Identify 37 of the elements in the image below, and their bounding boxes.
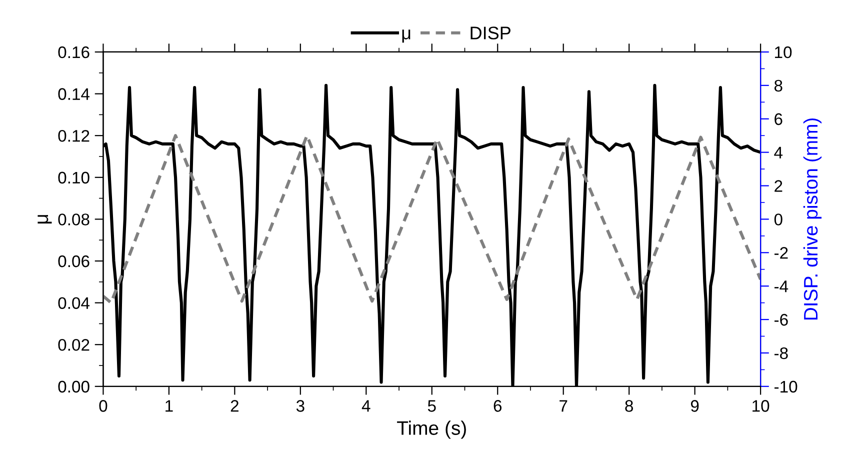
x-tick-label: 3 bbox=[296, 400, 304, 412]
line-series bbox=[103, 134, 761, 304]
x-tick-label: 0 bbox=[99, 400, 108, 412]
x-tick-label: 4 bbox=[362, 400, 370, 412]
y-tick-label: 0.14 bbox=[58, 88, 90, 100]
x-tick-label: 8 bbox=[625, 400, 633, 412]
x-tick-label: 2 bbox=[230, 400, 238, 412]
y2-tick-label: -8 bbox=[774, 347, 788, 360]
x-tick-label: 9 bbox=[690, 400, 699, 412]
y2-tick-label: 6 bbox=[774, 113, 782, 126]
y2-tick-label: -2 bbox=[774, 247, 788, 259]
y2-tick-label: 2 bbox=[774, 180, 782, 192]
legend-label: DISP bbox=[470, 26, 510, 40]
y-tick-label: 0.06 bbox=[58, 255, 90, 268]
y-axis-title: μ bbox=[38, 215, 52, 224]
y2-tick-label: 4 bbox=[774, 146, 783, 158]
x-axis-title: Time (s) bbox=[397, 420, 466, 439]
y-tick-label: 0.08 bbox=[58, 214, 90, 226]
y-tick-label: 0.00 bbox=[58, 380, 90, 393]
x-tick-label: 1 bbox=[166, 400, 173, 412]
y2-axis-title: DISP. drive piston (mm) bbox=[803, 118, 822, 320]
y-tick-label: 0.12 bbox=[58, 130, 90, 142]
y-tick-label: 0.02 bbox=[58, 339, 90, 351]
x-tick-label: 7 bbox=[560, 400, 568, 412]
y2-tick-label: -4 bbox=[774, 280, 788, 292]
y2-tick-label: 10 bbox=[775, 46, 792, 58]
x-tick-label: 5 bbox=[428, 400, 436, 412]
y-tick-label: 0.10 bbox=[58, 172, 90, 184]
x-tick-label: 10 bbox=[752, 400, 770, 412]
y2-tick-label: 8 bbox=[774, 80, 782, 92]
y-tick-label: 0.04 bbox=[58, 297, 90, 309]
y2-tick-label: -6 bbox=[774, 314, 788, 326]
legend-label: μ bbox=[402, 30, 410, 43]
y2-tick-label: -10 bbox=[774, 380, 798, 393]
x-tick-label: 6 bbox=[494, 400, 502, 412]
y-tick-label: 0.16 bbox=[58, 46, 90, 58]
y2-tick-label: 0 bbox=[774, 214, 782, 226]
